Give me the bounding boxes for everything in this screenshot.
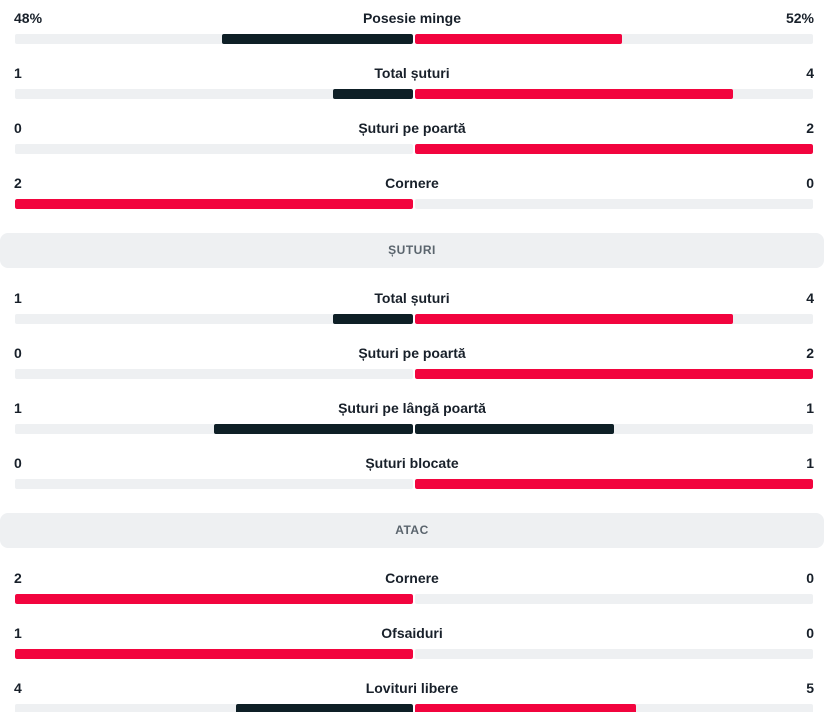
home-value: 1 [14,400,22,416]
away-bar-track [415,649,813,659]
home-value: 1 [14,65,22,81]
home-bar-track [15,704,413,712]
home-bar-track [15,424,413,434]
away-value: 0 [806,625,814,641]
away-bar-track [415,314,813,324]
stat-row-shots-off-target: 1 Șuturi pe lângă poartă 1 [0,390,824,445]
stat-row-shots-on-target: 0 Șuturi pe poartă 2 [0,110,824,165]
stat-row-corners: 2 Cornere 0 [0,165,824,220]
away-value: 1 [806,455,814,471]
stat-name: Ofsaiduri [381,625,443,641]
away-bar-fill [415,34,622,44]
stat-row-blocked-shots: 0 Șuturi blocate 1 [0,445,824,500]
home-bar-track [15,89,413,99]
home-bar-track [15,144,413,154]
home-value: 0 [14,345,22,361]
home-bar-fill [15,594,413,604]
away-value: 2 [806,345,814,361]
home-bar-fill [333,314,413,324]
away-bar-track [415,479,813,489]
away-value: 0 [806,175,814,191]
away-value: 4 [806,290,814,306]
stat-row-shots-on-target: 0 Șuturi pe poartă 2 [0,335,824,390]
home-bar-track [15,34,413,44]
home-bar-fill [333,89,413,99]
away-value: 5 [806,680,814,696]
stat-name: Total șuturi [374,65,450,81]
section-title: ȘUTURI [388,243,436,257]
home-bar-fill [15,199,413,209]
stat-name: Cornere [385,175,439,191]
home-value: 0 [14,120,22,136]
away-bar-track [415,199,813,209]
away-value: 2 [806,120,814,136]
home-bar-fill [236,704,413,712]
stat-name: Șuturi pe poartă [358,345,466,361]
stat-name: Șuturi pe lângă poartă [338,400,486,416]
stat-name: Lovituri libere [365,680,459,696]
home-bar-fill [15,649,413,659]
home-bar-track [15,314,413,324]
stat-name: Șuturi pe poartă [358,120,466,136]
stat-name: Cornere [385,570,439,586]
home-bar-track [15,594,413,604]
away-bar-track [415,594,813,604]
stat-row-total-shots: 1 Total șuturi 4 [0,280,824,335]
stat-row-possession: 48% Posesie minge 52% [0,0,824,55]
stat-row-free-kicks: 4 Lovituri libere 5 [0,670,824,712]
home-value: 2 [14,175,22,191]
away-bar-track [415,89,813,99]
home-bar-fill [221,34,413,44]
home-value: 1 [14,290,22,306]
away-bar-fill [415,369,813,379]
home-bar-track [15,369,413,379]
section-header-attack: ATAC [0,513,824,548]
away-value: 0 [806,570,814,586]
stat-name: Posesie minge [362,10,462,26]
away-value: 52% [785,10,814,26]
home-bar-track [15,479,413,489]
home-value: 1 [14,625,22,641]
away-bar-fill [415,704,637,712]
home-value: 48% [14,10,43,26]
away-bar-track [415,144,813,154]
away-bar-track [415,369,813,379]
away-bar-track [415,704,813,712]
stat-row-total-shots: 1 Total șuturi 4 [0,55,824,110]
away-bar-fill [415,479,813,489]
away-bar-fill [415,314,734,324]
home-value: 2 [14,570,22,586]
away-value: 4 [806,65,814,81]
home-value: 4 [14,680,22,696]
section-header-shots: ȘUTURI [0,233,824,268]
away-bar-fill [415,89,734,99]
away-value: 1 [806,400,814,416]
home-bar-track [15,199,413,209]
home-bar-fill [214,424,413,434]
away-bar-fill [415,424,614,434]
stat-row-offsides: 1 Ofsaiduri 0 [0,615,824,670]
away-bar-track [415,424,813,434]
section-title: ATAC [395,523,429,537]
stat-name: Total șuturi [374,290,450,306]
away-bar-fill [415,144,813,154]
away-bar-track [415,34,813,44]
home-value: 0 [14,455,22,471]
stat-row-corners: 2 Cornere 0 [0,560,824,615]
stat-name: Șuturi blocate [365,455,459,471]
home-bar-track [15,649,413,659]
